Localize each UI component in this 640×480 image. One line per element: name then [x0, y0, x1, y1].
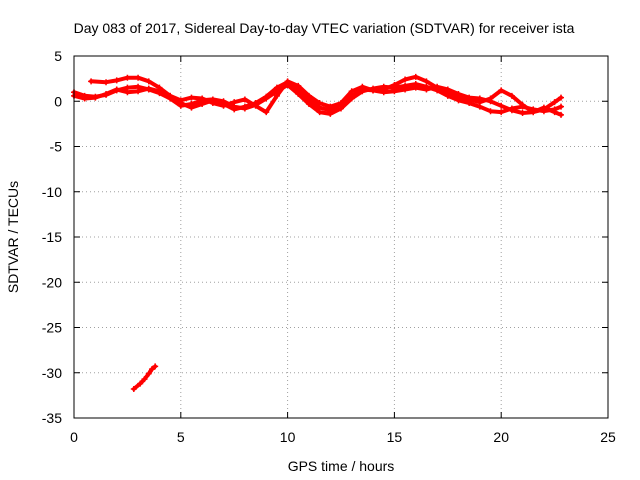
data-point — [263, 93, 270, 100]
x-tick-label: 25 — [600, 429, 616, 445]
data-point — [466, 94, 473, 101]
data-point — [284, 78, 291, 85]
data-point — [487, 98, 494, 105]
data-point — [519, 101, 526, 108]
x-tick-label: 20 — [493, 429, 509, 445]
data-point — [487, 108, 494, 115]
data-point — [137, 380, 144, 387]
data-point — [273, 92, 280, 99]
data-point — [209, 100, 216, 107]
data-point — [263, 109, 270, 116]
data-point — [455, 91, 462, 98]
data-point — [295, 82, 302, 89]
data-point — [156, 84, 163, 91]
y-tick-label: -35 — [42, 410, 62, 426]
data-point — [188, 104, 195, 111]
data-point — [145, 78, 152, 85]
data-point — [145, 85, 152, 92]
chart-title: Day 083 of 2017, Sidereal Day-to-day VTE… — [74, 20, 575, 36]
data-point — [92, 94, 99, 101]
data-point — [220, 102, 227, 109]
data-point — [391, 88, 398, 95]
data-layer — [71, 73, 565, 393]
data-point — [402, 86, 409, 93]
data-point — [558, 94, 565, 101]
data-point — [124, 74, 131, 81]
data-point — [423, 78, 430, 85]
data-point — [551, 99, 558, 106]
data-point — [135, 88, 142, 95]
y-tick-label: -25 — [42, 320, 62, 336]
x-tick-label: 15 — [387, 429, 403, 445]
y-tick-label: -20 — [42, 274, 62, 290]
data-point — [231, 99, 238, 106]
data-point — [476, 95, 483, 102]
data-point — [167, 92, 174, 99]
y-tick-label: 0 — [54, 93, 62, 109]
data-point — [370, 87, 377, 94]
data-point — [402, 76, 409, 83]
data-point — [498, 109, 505, 116]
data-point — [519, 110, 526, 117]
data-point — [113, 86, 120, 93]
data-point — [177, 97, 184, 104]
x-axis-label: GPS time / hours — [288, 458, 395, 474]
data-point — [103, 91, 110, 98]
data-point — [81, 95, 88, 102]
data-point — [145, 370, 152, 377]
data-point — [359, 83, 366, 90]
data-point — [188, 94, 195, 101]
data-point — [434, 83, 441, 90]
x-tick-label: 5 — [177, 429, 185, 445]
data-point — [241, 103, 248, 110]
data-point — [124, 89, 131, 96]
data-point — [135, 74, 142, 81]
data-point — [152, 363, 159, 370]
data-point — [305, 92, 312, 99]
data-point — [231, 106, 238, 113]
y-tick-label: -30 — [42, 365, 62, 381]
data-point — [444, 86, 451, 93]
y-tick-label: -5 — [50, 139, 63, 155]
data-point — [498, 102, 505, 109]
data-point — [316, 100, 323, 107]
data-point — [141, 376, 148, 383]
data-point — [380, 89, 387, 96]
data-point — [199, 95, 206, 102]
data-point — [148, 366, 155, 373]
data-point — [423, 86, 430, 93]
data-point — [530, 109, 537, 116]
data-point — [241, 96, 248, 103]
x-tick-label: 10 — [280, 429, 296, 445]
data-point — [130, 386, 137, 393]
data-point — [540, 104, 547, 111]
data-point — [199, 100, 206, 107]
y-axis-label: SDTVAR / TECUs — [5, 181, 21, 293]
data-point — [551, 109, 558, 116]
data-point — [412, 84, 419, 91]
data-point — [273, 84, 280, 91]
data-point — [113, 77, 120, 84]
data-point — [88, 78, 95, 85]
data-point — [391, 81, 398, 88]
data-point — [508, 107, 515, 114]
data-point — [327, 103, 334, 110]
y-tick-label: -10 — [42, 184, 62, 200]
data-point — [103, 79, 110, 86]
data-point — [508, 92, 515, 99]
data-point — [412, 73, 419, 80]
data-point — [558, 111, 565, 118]
ticks: 0 5 10 15 20 25 5 0 -5 -10 -15 -20 -25 -30 -35 — [42, 48, 616, 445]
data-point — [252, 102, 259, 109]
x-tick-label: 0 — [70, 429, 78, 445]
y-tick-label: 5 — [54, 48, 62, 64]
data-point — [558, 103, 565, 110]
data-point — [498, 87, 505, 94]
y-tick-label: -15 — [42, 229, 62, 245]
data-point — [348, 88, 355, 95]
data-point — [338, 100, 344, 107]
